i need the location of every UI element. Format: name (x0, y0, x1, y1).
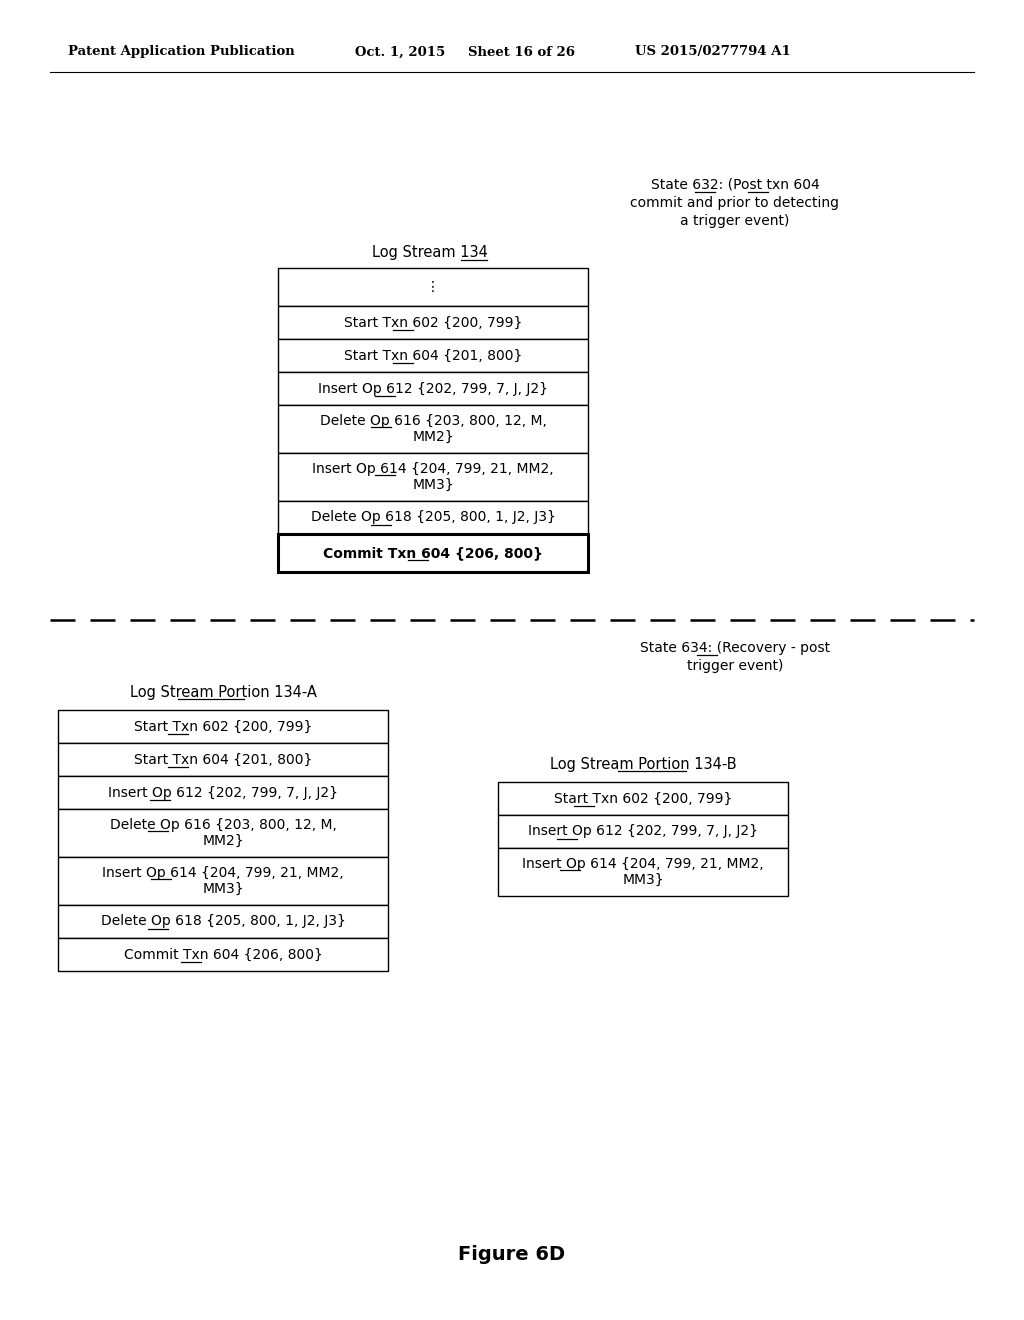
Bar (58, 809, 388, 857)
Text: Insert Op 614 {204, 799, 21, MM2,
MM3}: Insert Op 614 {204, 799, 21, MM2, MM3} (312, 462, 554, 492)
Text: Start Txn 602 {200, 799}: Start Txn 602 {200, 799} (134, 719, 312, 734)
Text: Figure 6D: Figure 6D (459, 1246, 565, 1265)
Text: Delete Op 616 {203, 800, 12, M,
MM2}: Delete Op 616 {203, 800, 12, M, MM2} (319, 414, 547, 444)
Text: Log Stream Portion 134-B: Log Stream Portion 134-B (550, 756, 736, 771)
Text: Commit Txn 604 {206, 800}: Commit Txn 604 {206, 800} (124, 948, 323, 961)
Bar (278, 405, 588, 453)
Text: Oct. 1, 2015: Oct. 1, 2015 (355, 45, 445, 58)
Bar (498, 847, 788, 896)
Text: Insert Op 612 {202, 799, 7, J, J2}: Insert Op 612 {202, 799, 7, J, J2} (528, 825, 758, 838)
Text: Delete Op 618 {205, 800, 1, J2, J3}: Delete Op 618 {205, 800, 1, J2, J3} (310, 511, 555, 524)
Text: Start Txn 604 {201, 800}: Start Txn 604 {201, 800} (134, 752, 312, 767)
Bar (498, 814, 788, 847)
Text: US 2015/0277794 A1: US 2015/0277794 A1 (635, 45, 791, 58)
Bar (58, 776, 388, 809)
Text: Start Txn 604 {201, 800}: Start Txn 604 {201, 800} (344, 348, 522, 363)
Text: Commit Txn 604 {206, 800}: Commit Txn 604 {206, 800} (323, 546, 543, 560)
Text: ⋮: ⋮ (426, 280, 440, 294)
Text: Start Txn 602 {200, 799}: Start Txn 602 {200, 799} (554, 792, 732, 805)
Bar (58, 939, 388, 972)
Text: trigger event): trigger event) (687, 659, 783, 673)
Text: Insert Op 614 {204, 799, 21, MM2,
MM3}: Insert Op 614 {204, 799, 21, MM2, MM3} (522, 857, 764, 887)
Text: Insert Op 612 {202, 799, 7, J, J2}: Insert Op 612 {202, 799, 7, J, J2} (318, 381, 548, 396)
Text: Insert Op 612 {202, 799, 7, J, J2}: Insert Op 612 {202, 799, 7, J, J2} (108, 785, 338, 800)
Bar (58, 857, 388, 906)
Bar (58, 906, 388, 939)
Text: Delete Op 618 {205, 800, 1, J2, J3}: Delete Op 618 {205, 800, 1, J2, J3} (100, 915, 345, 928)
Text: State 634: (Recovery - post: State 634: (Recovery - post (640, 642, 830, 655)
Text: a trigger event): a trigger event) (680, 214, 790, 228)
Bar (498, 781, 788, 814)
Text: Start Txn 602 {200, 799}: Start Txn 602 {200, 799} (344, 315, 522, 330)
Bar (58, 710, 388, 743)
Bar (58, 743, 388, 776)
Text: Patent Application Publication: Patent Application Publication (68, 45, 295, 58)
Bar (278, 453, 588, 502)
Text: State 632: (Post txn 604: State 632: (Post txn 604 (650, 178, 819, 191)
Text: Sheet 16 of 26: Sheet 16 of 26 (468, 45, 575, 58)
Text: commit and prior to detecting: commit and prior to detecting (631, 195, 840, 210)
Bar (278, 306, 588, 339)
Text: Log Stream Portion 134-A: Log Stream Portion 134-A (130, 685, 316, 700)
Text: Insert Op 614 {204, 799, 21, MM2,
MM3}: Insert Op 614 {204, 799, 21, MM2, MM3} (102, 866, 344, 896)
Bar (278, 268, 588, 306)
Bar (278, 372, 588, 405)
Text: Log Stream 134: Log Stream 134 (372, 246, 488, 260)
Bar (278, 535, 588, 572)
Text: Delete Op 616 {203, 800, 12, M,
MM2}: Delete Op 616 {203, 800, 12, M, MM2} (110, 818, 337, 849)
Bar (278, 339, 588, 372)
Bar (278, 502, 588, 535)
